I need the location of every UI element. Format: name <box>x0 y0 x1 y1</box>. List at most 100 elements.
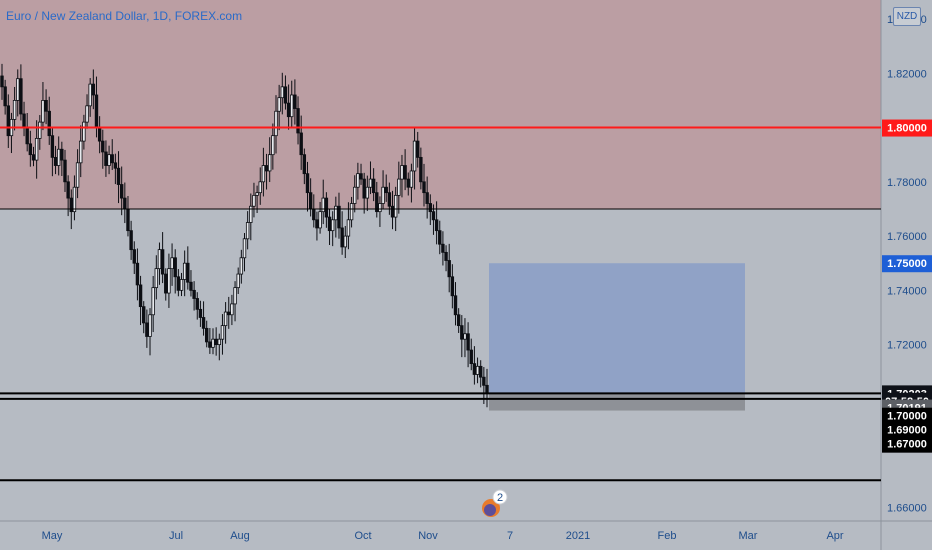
candle-body <box>447 260 451 278</box>
candle-body <box>56 148 61 166</box>
candle-body <box>223 311 228 327</box>
price-tag <box>882 255 932 273</box>
candle-body <box>123 197 127 210</box>
candle-body <box>22 113 26 128</box>
candle-body <box>44 100 48 112</box>
candle-body <box>343 235 347 248</box>
y-tick-label: 1.74000 <box>887 285 927 297</box>
candle-body <box>460 325 464 340</box>
price-tag-label: 1.69000 <box>887 425 927 437</box>
candle-body <box>69 197 73 213</box>
candle-body <box>353 186 357 204</box>
candle-body <box>397 178 401 196</box>
price-tag <box>882 119 932 137</box>
event-count-label: 2 <box>497 492 503 504</box>
candle-body <box>245 222 250 240</box>
price-tag-label: 1.67000 <box>887 439 927 451</box>
candle-body <box>315 219 319 229</box>
candle-body <box>422 181 426 194</box>
currency-button[interactable]: NZD <box>893 7 921 26</box>
candle-body <box>425 192 429 204</box>
candle-body <box>113 162 118 169</box>
candle-body <box>258 181 262 194</box>
candle-body <box>132 249 136 264</box>
candle-body <box>249 205 253 223</box>
price-tag-label: 1.75000 <box>887 258 927 270</box>
candle-body <box>208 341 212 348</box>
candle-body <box>267 154 272 172</box>
candle-body <box>359 173 363 180</box>
candle-body <box>110 154 114 164</box>
candle-body <box>365 186 370 199</box>
candle-body <box>384 186 388 194</box>
candle-body <box>91 83 96 96</box>
candle-body <box>192 289 196 299</box>
candle-body <box>138 284 143 308</box>
candle-body <box>428 203 433 213</box>
candle-body <box>330 219 335 232</box>
candle-body <box>277 97 281 112</box>
candle-body <box>290 94 294 118</box>
candle-body <box>126 208 130 232</box>
candle-body <box>412 140 417 172</box>
candle-body <box>444 251 448 261</box>
candle-body <box>119 184 124 199</box>
candle-body <box>41 100 45 123</box>
candle-body <box>16 78 20 101</box>
stop-zone <box>489 393 745 411</box>
candle-body <box>302 154 307 175</box>
candle-body <box>271 135 275 156</box>
candle-body <box>312 208 316 221</box>
candle-body <box>255 192 259 196</box>
candle-body <box>252 194 256 207</box>
candle-body <box>157 249 162 270</box>
candle-body <box>104 151 108 166</box>
x-tick-label: 7 <box>507 530 513 542</box>
candle-body <box>387 192 392 207</box>
candle-body <box>148 314 152 337</box>
resistance-zone <box>0 0 881 209</box>
candle-body <box>274 110 278 137</box>
candle-body <box>403 165 407 180</box>
candle-body <box>50 135 55 158</box>
candle-body <box>182 262 187 280</box>
candle-body <box>233 287 237 305</box>
candle-body <box>198 308 203 318</box>
candle-body <box>463 333 467 340</box>
candle-body <box>47 110 51 137</box>
candle-body <box>176 276 181 291</box>
candle-body <box>31 154 36 161</box>
candle-body <box>296 108 300 134</box>
x-tick-label: Oct <box>354 530 371 542</box>
candle-body <box>340 227 344 248</box>
candle-body <box>371 178 376 194</box>
candle-body <box>475 365 480 375</box>
candle-body <box>400 165 404 180</box>
x-tick-label: Nov <box>418 530 438 542</box>
candle-body <box>75 162 80 188</box>
candle-body <box>72 186 77 213</box>
x-tick-label: Apr <box>826 530 843 542</box>
candle-body <box>34 137 39 161</box>
candle-body <box>419 156 423 183</box>
candle-body <box>173 257 177 278</box>
price-tag-label: 1.80000 <box>887 123 927 135</box>
candle-body <box>0 75 4 88</box>
x-tick-label: May <box>42 530 63 542</box>
x-tick-label: Feb <box>658 530 677 542</box>
candle-body <box>334 205 338 221</box>
candle-body <box>116 167 121 185</box>
x-tick-label: Mar <box>739 530 758 542</box>
candle-body <box>227 311 231 316</box>
y-tick-label: 1.66000 <box>887 502 927 514</box>
candle-body <box>466 333 470 351</box>
candle-body <box>107 154 111 166</box>
candle-body <box>409 170 414 188</box>
candle-body <box>79 140 83 164</box>
candle-body <box>469 349 473 365</box>
x-tick-label: Jul <box>169 530 183 542</box>
x-tick-label: Aug <box>230 530 250 542</box>
candle-body <box>6 105 10 137</box>
candle-body <box>485 384 489 394</box>
candle-body <box>264 165 269 172</box>
